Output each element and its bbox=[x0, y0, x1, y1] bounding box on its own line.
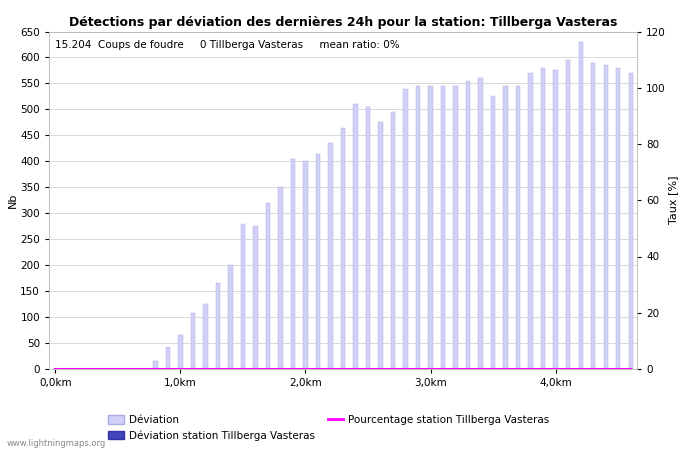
Bar bbox=[328, 143, 332, 369]
Bar bbox=[216, 284, 220, 369]
Pourcentage station Tillberga Vasteras bbox=[151, 366, 160, 372]
Pourcentage station Tillberga Vasteras bbox=[414, 366, 422, 372]
Pourcentage station Tillberga Vasteras bbox=[226, 366, 234, 372]
Bar bbox=[578, 42, 583, 369]
Pourcentage station Tillberga Vasteras bbox=[164, 366, 172, 372]
Bar bbox=[253, 226, 258, 369]
Bar bbox=[478, 78, 483, 369]
Bar bbox=[241, 224, 245, 369]
Bar bbox=[403, 89, 407, 369]
Pourcentage station Tillberga Vasteras bbox=[76, 366, 85, 372]
Pourcentage station Tillberga Vasteras bbox=[389, 366, 397, 372]
Bar bbox=[178, 335, 183, 369]
Bar bbox=[279, 187, 283, 369]
Pourcentage station Tillberga Vasteras bbox=[539, 366, 547, 372]
Pourcentage station Tillberga Vasteras bbox=[377, 366, 385, 372]
Pourcentage station Tillberga Vasteras bbox=[314, 366, 322, 372]
Pourcentage station Tillberga Vasteras bbox=[351, 366, 360, 372]
Pourcentage station Tillberga Vasteras bbox=[301, 366, 309, 372]
Title: Détections par déviation des dernières 24h pour la station: Tillberga Vasteras: Détections par déviation des dernières 2… bbox=[69, 16, 617, 29]
Pourcentage station Tillberga Vasteras bbox=[626, 366, 635, 372]
Pourcentage station Tillberga Vasteras bbox=[176, 366, 185, 372]
Pourcentage station Tillberga Vasteras bbox=[326, 366, 335, 372]
Pourcentage station Tillberga Vasteras bbox=[401, 366, 410, 372]
Pourcentage station Tillberga Vasteras bbox=[364, 366, 372, 372]
Pourcentage station Tillberga Vasteras bbox=[264, 366, 272, 372]
Bar bbox=[554, 71, 558, 369]
Pourcentage station Tillberga Vasteras bbox=[101, 366, 109, 372]
Bar bbox=[528, 73, 533, 369]
Pourcentage station Tillberga Vasteras bbox=[189, 366, 197, 372]
Text: www.lightningmaps.org: www.lightningmaps.org bbox=[7, 439, 106, 448]
Bar bbox=[416, 86, 420, 369]
Pourcentage station Tillberga Vasteras bbox=[464, 366, 473, 372]
Bar bbox=[166, 347, 170, 369]
Pourcentage station Tillberga Vasteras bbox=[526, 366, 535, 372]
Pourcentage station Tillberga Vasteras bbox=[139, 366, 147, 372]
Bar bbox=[378, 122, 383, 369]
Pourcentage station Tillberga Vasteras bbox=[589, 366, 597, 372]
Pourcentage station Tillberga Vasteras bbox=[214, 366, 222, 372]
Bar bbox=[316, 153, 320, 369]
Pourcentage station Tillberga Vasteras bbox=[577, 366, 585, 372]
Bar bbox=[603, 65, 608, 369]
Bar bbox=[503, 86, 507, 369]
Text: 15.204  Coups de foudre     0 Tillberga Vasteras     mean ratio: 0%: 15.204 Coups de foudre 0 Tillberga Vaste… bbox=[55, 40, 400, 50]
Pourcentage station Tillberga Vasteras bbox=[339, 366, 347, 372]
Pourcentage station Tillberga Vasteras bbox=[89, 366, 97, 372]
Bar bbox=[341, 127, 345, 369]
Pourcentage station Tillberga Vasteras bbox=[201, 366, 209, 372]
Bar bbox=[566, 60, 570, 369]
Pourcentage station Tillberga Vasteras bbox=[439, 366, 447, 372]
Legend: Déviation, Déviation station Tillberga Vasteras, Pourcentage station Tillberga V: Déviation, Déviation station Tillberga V… bbox=[104, 411, 554, 445]
Bar bbox=[541, 68, 545, 369]
Bar bbox=[428, 86, 433, 369]
Bar bbox=[491, 96, 496, 369]
Pourcentage station Tillberga Vasteras bbox=[614, 366, 622, 372]
Pourcentage station Tillberga Vasteras bbox=[426, 366, 435, 372]
Pourcentage station Tillberga Vasteras bbox=[501, 366, 510, 372]
Bar bbox=[190, 314, 195, 369]
Pourcentage station Tillberga Vasteras bbox=[477, 366, 485, 372]
Bar bbox=[366, 107, 370, 369]
Y-axis label: Taux [%]: Taux [%] bbox=[668, 176, 678, 225]
Pourcentage station Tillberga Vasteras bbox=[452, 366, 460, 372]
Pourcentage station Tillberga Vasteras bbox=[489, 366, 497, 372]
Pourcentage station Tillberga Vasteras bbox=[564, 366, 573, 372]
Pourcentage station Tillberga Vasteras bbox=[51, 366, 60, 372]
Pourcentage station Tillberga Vasteras bbox=[251, 366, 260, 372]
Pourcentage station Tillberga Vasteras bbox=[601, 366, 610, 372]
Pourcentage station Tillberga Vasteras bbox=[514, 366, 522, 372]
Bar bbox=[203, 304, 208, 369]
Bar bbox=[441, 86, 445, 369]
Bar bbox=[629, 73, 633, 369]
Pourcentage station Tillberga Vasteras bbox=[126, 366, 134, 372]
Bar bbox=[454, 86, 458, 369]
Pourcentage station Tillberga Vasteras bbox=[239, 366, 247, 372]
Bar bbox=[228, 265, 232, 369]
Pourcentage station Tillberga Vasteras bbox=[113, 366, 122, 372]
Bar bbox=[290, 159, 295, 369]
Bar bbox=[303, 161, 308, 369]
Bar bbox=[153, 361, 158, 369]
Pourcentage station Tillberga Vasteras bbox=[552, 366, 560, 372]
Bar bbox=[591, 63, 596, 369]
Pourcentage station Tillberga Vasteras bbox=[276, 366, 285, 372]
Bar bbox=[266, 203, 270, 369]
Bar bbox=[354, 104, 358, 369]
Bar bbox=[516, 86, 520, 369]
Bar bbox=[616, 68, 620, 369]
Pourcentage station Tillberga Vasteras bbox=[289, 366, 298, 372]
Bar bbox=[391, 112, 395, 369]
Pourcentage station Tillberga Vasteras bbox=[64, 366, 72, 372]
Y-axis label: Nb: Nb bbox=[8, 193, 18, 208]
Bar bbox=[466, 81, 470, 369]
